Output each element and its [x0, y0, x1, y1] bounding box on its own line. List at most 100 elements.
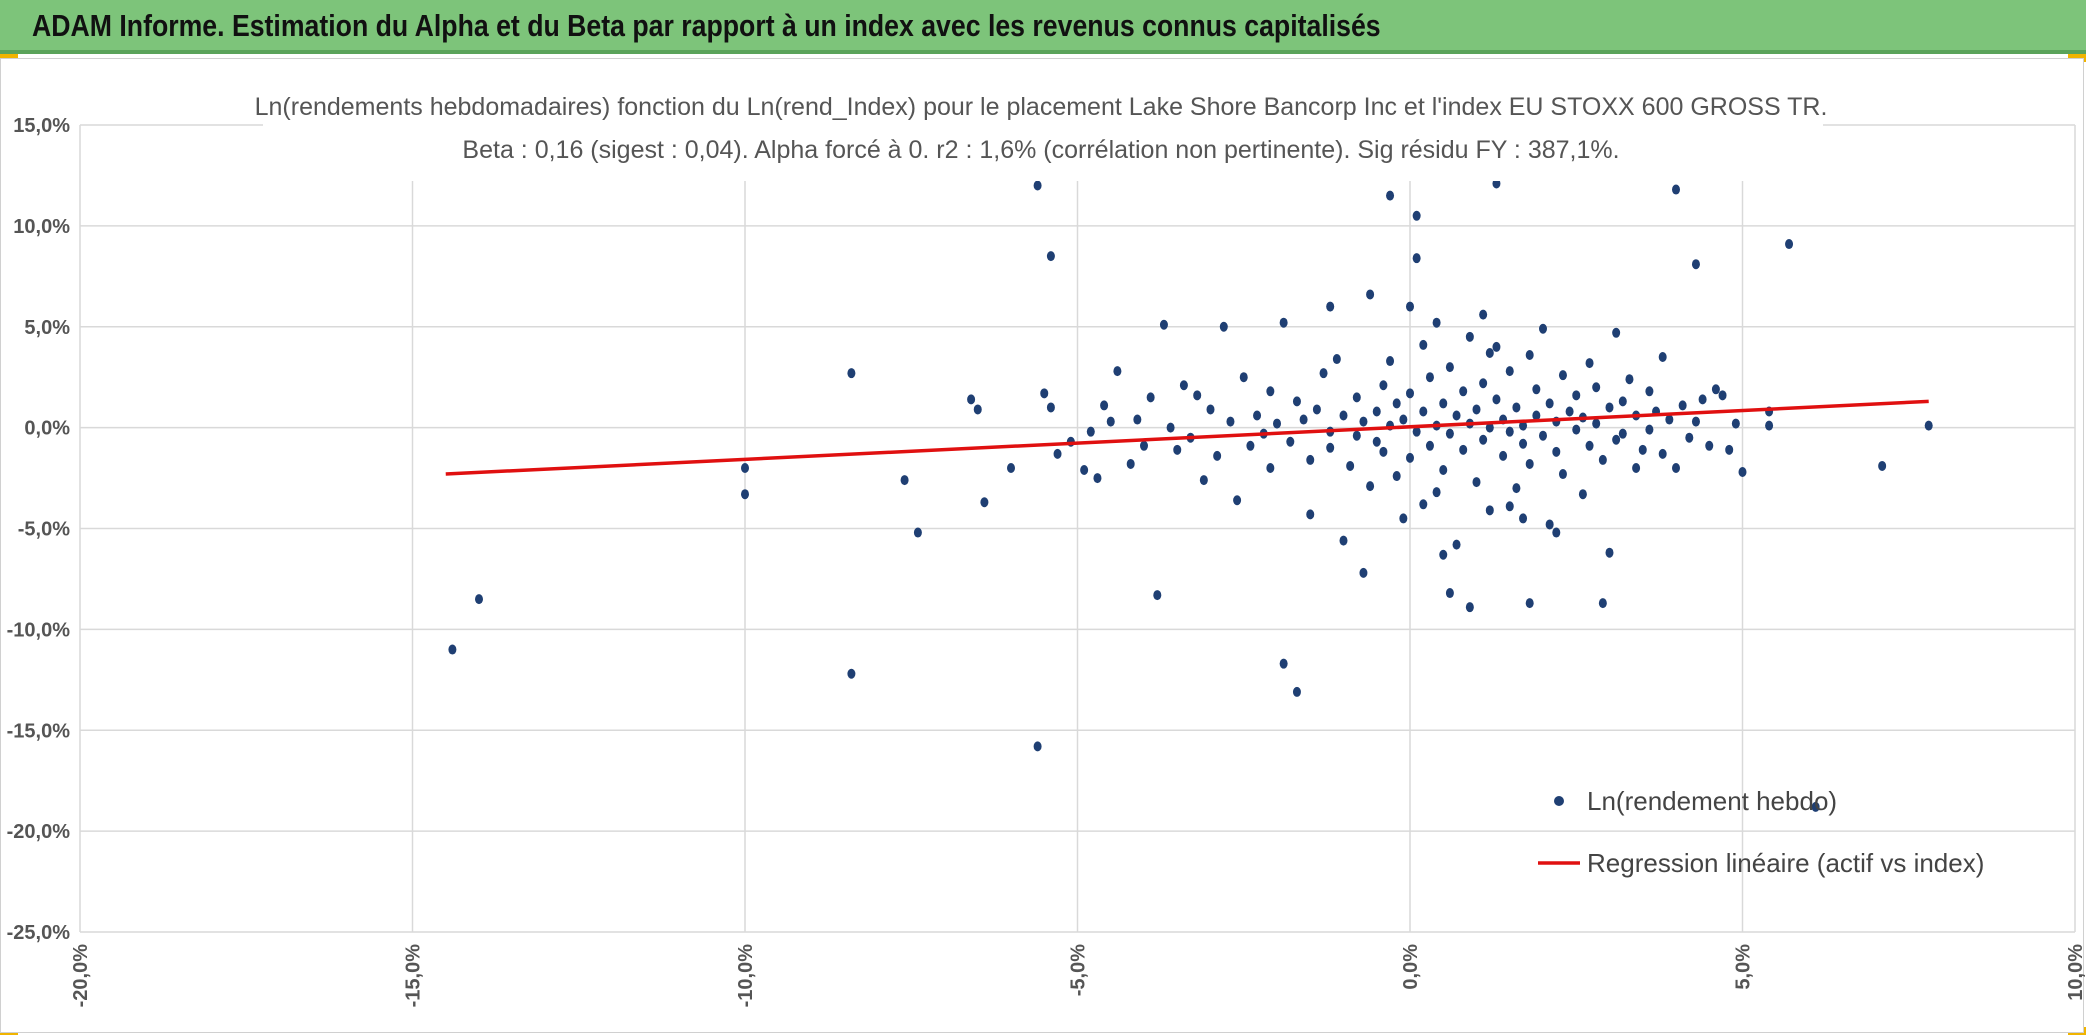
data-point: [1106, 416, 1115, 427]
data-point: [1392, 471, 1401, 482]
data-point: [1419, 339, 1428, 350]
data-point: [1705, 440, 1714, 451]
data-point: [1226, 416, 1235, 427]
data-point: [1485, 347, 1494, 358]
data-point: [1100, 400, 1109, 411]
y-tick-label: -15,0%: [7, 720, 71, 742]
legend: Ln(rendement hebdo) Regression linéaire …: [1538, 786, 1984, 878]
data-point: [1452, 539, 1461, 550]
data-point: [1326, 442, 1335, 453]
data-point: [1552, 527, 1561, 538]
data-point: [1485, 422, 1494, 433]
data-point: [1731, 418, 1740, 429]
x-tick-label: 0,0%: [1400, 944, 1422, 990]
data-point: [1525, 349, 1534, 360]
data-point: [1292, 396, 1301, 407]
data-point: [1339, 535, 1348, 546]
data-point: [1718, 390, 1727, 401]
data-point: [1738, 467, 1747, 478]
data-point: [1239, 372, 1248, 383]
data-point: [1199, 475, 1208, 486]
data-point: [1352, 392, 1361, 403]
data-point: [1046, 251, 1055, 262]
data-point: [973, 404, 982, 415]
data-point: [1519, 513, 1528, 524]
data-point: [1213, 450, 1222, 461]
y-tick-label: 5,0%: [24, 317, 70, 339]
data-point: [847, 668, 856, 679]
data-point: [1439, 549, 1448, 560]
data-point: [1459, 444, 1468, 455]
data-point: [1605, 547, 1614, 558]
data-point: [1233, 495, 1242, 506]
data-point: [1153, 590, 1162, 601]
data-point: [1179, 380, 1188, 391]
data-point: [1765, 420, 1774, 431]
data-point: [1246, 440, 1255, 451]
data-point: [475, 594, 483, 605]
data-point: [1306, 509, 1315, 520]
data-point: [1359, 567, 1368, 578]
x-tick-label: -10,0%: [735, 944, 757, 1008]
data-point: [1605, 402, 1614, 413]
data-point: [1399, 414, 1408, 425]
data-point: [1279, 658, 1288, 669]
data-point: [1086, 426, 1095, 437]
data-point: [1406, 301, 1414, 312]
data-point: [1432, 487, 1441, 498]
data-point: [1445, 362, 1454, 373]
data-point: [1093, 473, 1102, 484]
data-point: [1632, 462, 1641, 473]
data-point: [913, 527, 922, 538]
data-point: [1691, 416, 1700, 427]
data-point: [1053, 448, 1062, 459]
data-point: [1366, 289, 1375, 300]
data-point: [1332, 354, 1341, 365]
data-point: [1645, 386, 1654, 397]
data-point: [1525, 458, 1534, 469]
legend-label-scatter: Ln(rendement hebdo): [1587, 786, 1837, 816]
data-point: [1166, 422, 1175, 433]
data-point: [1492, 178, 1501, 189]
data-point: [1352, 430, 1361, 441]
report-title: ADAM Informe. Estimation du Alpha et du …: [32, 8, 1381, 43]
points-layer: [448, 166, 1933, 812]
data-point: [1253, 410, 1262, 421]
y-tick-label: -20,0%: [7, 821, 71, 843]
data-point: [1392, 398, 1401, 409]
data-point: [1159, 319, 1168, 330]
data-point: [1439, 398, 1448, 409]
data-point: [1512, 483, 1521, 494]
data-point: [1512, 402, 1521, 413]
data-point: [1685, 432, 1694, 443]
data-point: [1445, 428, 1454, 439]
data-point: [1419, 406, 1428, 417]
data-point: [1658, 352, 1667, 363]
data-point: [1366, 481, 1375, 492]
data-point: [1578, 489, 1587, 500]
y-tick-label: -25,0%: [7, 922, 71, 944]
data-point: [1519, 438, 1528, 449]
y-tick-label: -10,0%: [7, 619, 71, 641]
data-point: [1140, 440, 1148, 451]
data-point: [900, 475, 909, 486]
data-point: [1479, 434, 1488, 445]
data-point: [1625, 374, 1634, 385]
data-point: [1878, 460, 1887, 471]
y-tick-label: -5,0%: [18, 519, 70, 541]
data-point: [1372, 406, 1381, 417]
data-point: [1552, 446, 1561, 457]
data-point: [1080, 464, 1089, 475]
data-point: [1040, 388, 1049, 399]
title-layer: Ln(rendements hebdomadaires) fonction du…: [255, 81, 1827, 181]
data-point: [1292, 686, 1301, 697]
data-point: [1113, 366, 1122, 377]
data-point: [1379, 380, 1388, 391]
data-point: [1711, 384, 1720, 395]
data-point: [741, 489, 749, 500]
data-point: [1539, 323, 1547, 334]
regression-line: [445, 399, 1929, 476]
data-point: [1672, 462, 1680, 473]
data-point: [1572, 390, 1581, 401]
chart-area: 15,0% 10,0% 5,0% 0,0% -5,0% -10,0% -15,0% -20,0…: [0, 58, 2085, 1033]
